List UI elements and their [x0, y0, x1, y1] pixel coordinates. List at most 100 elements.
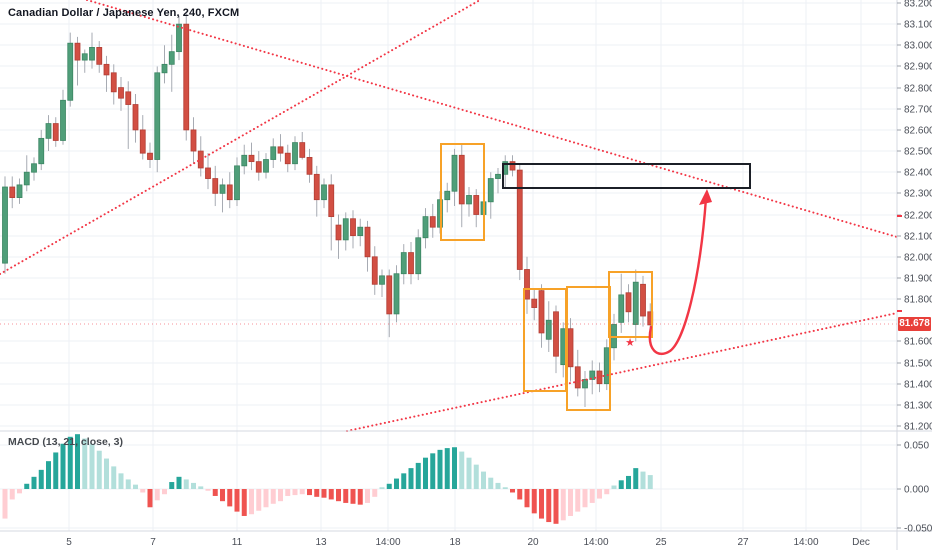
- candle-body: [241, 154, 248, 167]
- time-tick-label[interactable]: 14:00: [375, 537, 400, 548]
- time-tick-label[interactable]: 27: [737, 537, 749, 548]
- candle-body: [255, 161, 262, 173]
- price-tick-label[interactable]: 82.900: [904, 62, 932, 73]
- candle-body: [212, 178, 219, 194]
- candle-body: [60, 99, 66, 141]
- macd-indicator-label[interactable]: MACD (13, 21, close, 3): [8, 436, 123, 448]
- time-tick-label[interactable]: 18: [449, 537, 461, 548]
- price-tick-label[interactable]: 82.200: [904, 211, 932, 222]
- candle-body: [263, 159, 269, 173]
- time-tick-label[interactable]: 14:00: [583, 537, 608, 548]
- candle-body: [400, 252, 407, 275]
- price-tick-label[interactable]: 83.000: [904, 41, 932, 52]
- highlight-box[interactable]: [608, 271, 653, 338]
- price-tick-label[interactable]: 81.300: [904, 401, 932, 412]
- macd-histogram-bar: [292, 489, 298, 496]
- candle-body: [589, 370, 596, 380]
- macd-histogram-bar: [67, 436, 73, 489]
- trendline-descending-resistance[interactable]: [86, 0, 898, 238]
- candle-body: [205, 167, 211, 179]
- highlight-box[interactable]: [440, 143, 485, 241]
- macd-histogram-bar: [328, 489, 334, 500]
- macd-histogram-bar: [299, 489, 305, 495]
- highlight-box[interactable]: [566, 286, 611, 411]
- candle-body: [335, 224, 342, 241]
- time-tick-label[interactable]: 20: [527, 537, 539, 548]
- time-tick-label[interactable]: 25: [655, 537, 667, 548]
- candle-body: [379, 275, 385, 285]
- projection-arrow[interactable]: [648, 196, 708, 356]
- price-tick-label[interactable]: 82.400: [904, 168, 932, 179]
- candle-body: [422, 216, 429, 239]
- candle-body: [2, 186, 8, 264]
- macd-scale-label[interactable]: -0.050: [904, 524, 932, 535]
- trendline-ascending-steep[interactable]: [0, 0, 481, 275]
- macd-histogram-bar: [394, 478, 399, 489]
- macd-histogram-bar: [423, 457, 428, 489]
- macd-histogram-bar: [234, 489, 240, 512]
- candle-body: [415, 237, 422, 275]
- macd-histogram-bar: [104, 458, 109, 489]
- price-tick-label[interactable]: 81.800: [904, 295, 932, 306]
- candle-body: [226, 184, 233, 201]
- candle-body: [603, 347, 610, 385]
- macd-histogram-bar: [118, 473, 124, 489]
- candle-body: [313, 173, 320, 201]
- macd-histogram-bar: [307, 489, 312, 496]
- time-tick-label[interactable]: 7: [150, 537, 156, 548]
- price-tick-label[interactable]: 81.900: [904, 274, 932, 285]
- candle-body: [299, 142, 306, 158]
- candle-body: [67, 42, 74, 101]
- macd-scale-label[interactable]: 0.000: [904, 485, 929, 496]
- time-tick-label[interactable]: Dec: [852, 537, 870, 548]
- candle-body: [96, 47, 103, 65]
- macd-scale-label[interactable]: 0.050: [904, 441, 929, 452]
- macd-histogram-bar: [96, 450, 102, 489]
- time-tick-label[interactable]: 13: [315, 537, 327, 548]
- price-tick-label[interactable]: 81.600: [904, 337, 932, 348]
- highlight-box[interactable]: [523, 288, 567, 392]
- symbol-title[interactable]: Canadian Dollar / Japanese Yen, 240, FXC…: [8, 7, 240, 19]
- candle-body: [132, 104, 139, 131]
- candle-body: [582, 379, 588, 389]
- price-tick-label[interactable]: 82.300: [904, 189, 932, 200]
- macd-histogram-bar: [46, 461, 51, 489]
- price-tick-label[interactable]: 83.100: [904, 20, 932, 31]
- time-tick-label[interactable]: 14:00: [793, 537, 818, 548]
- price-tick-label[interactable]: 82.100: [904, 232, 932, 243]
- price-tick-label[interactable]: 81.400: [904, 380, 932, 391]
- star-marker[interactable]: ★: [625, 337, 635, 349]
- candle-body: [487, 178, 494, 203]
- price-tick-label[interactable]: 82.500: [904, 147, 932, 158]
- price-tick-label[interactable]: 82.000: [904, 253, 932, 264]
- time-tick-label[interactable]: 11: [232, 537, 243, 548]
- macd-histogram-bar: [386, 483, 392, 489]
- candle-body: [277, 146, 284, 154]
- trendline-ascending-shallow[interactable]: [346, 312, 898, 432]
- time-tick-label[interactable]: 5: [66, 537, 72, 548]
- macd-histogram-bar: [466, 457, 472, 489]
- candle-body: [9, 186, 16, 198]
- price-tick-label[interactable]: 81.500: [904, 359, 932, 370]
- macd-histogram-bar: [553, 489, 559, 524]
- macd-histogram-bar: [205, 489, 211, 491]
- macd-histogram-bar: [531, 489, 537, 514]
- macd-histogram-bar: [321, 489, 327, 498]
- price-tick-label[interactable]: 82.800: [904, 84, 932, 95]
- candle-body: [74, 42, 81, 61]
- target-rectangle[interactable]: [502, 163, 751, 189]
- price-tick-label[interactable]: 81.200: [904, 422, 932, 433]
- price-tick-label[interactable]: 82.600: [904, 126, 932, 137]
- candle-body: [147, 152, 153, 160]
- price-tick-label[interactable]: 83.200: [904, 0, 932, 10]
- candle-body: [31, 163, 37, 173]
- macd-histogram-bar: [270, 489, 276, 504]
- candle-body: [429, 216, 436, 228]
- price-tick-label[interactable]: 82.700: [904, 105, 932, 116]
- macd-histogram-bar: [582, 489, 588, 508]
- candle-body: [567, 328, 574, 368]
- candle-body: [16, 184, 23, 198]
- macd-histogram-bar: [147, 489, 153, 508]
- macd-histogram-bar: [647, 475, 653, 489]
